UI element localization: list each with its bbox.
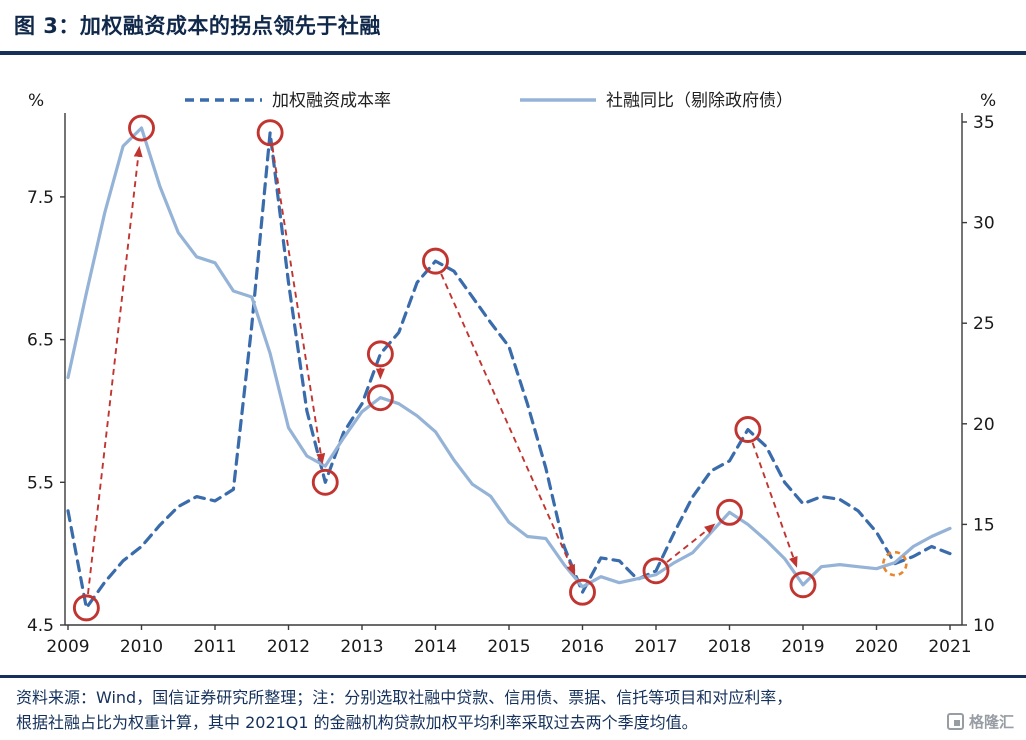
left-axis-tick-label: 5.5 bbox=[27, 473, 54, 493]
lead-arrow bbox=[666, 523, 716, 563]
right-axis-tick-label: 15 bbox=[973, 515, 995, 535]
x-axis-tick-label: 2020 bbox=[855, 637, 898, 657]
x-axis-tick-label: 2015 bbox=[487, 637, 530, 657]
right-axis-tick-label: 10 bbox=[973, 616, 995, 636]
turning-point-marker bbox=[366, 384, 394, 412]
lead-arrow bbox=[440, 273, 576, 576]
x-axis-tick-label: 2016 bbox=[561, 637, 604, 657]
social-financing-line bbox=[66, 126, 952, 589]
x-axis-tick-label: 2009 bbox=[46, 637, 89, 657]
turning-point-marker bbox=[366, 340, 394, 368]
legend-label-cost: 加权融资成本率 bbox=[272, 91, 391, 111]
turning-point-marker bbox=[72, 594, 100, 622]
turning-point-marker bbox=[128, 114, 155, 142]
turning-point-marker bbox=[422, 247, 449, 275]
turning-point-marker bbox=[716, 498, 743, 526]
figure-footer: 资料来源：Wind，国信证券研究所整理；注：分别选取社融中贷款、信用债、票据、信… bbox=[0, 675, 1026, 740]
lead-arrow bbox=[271, 146, 326, 465]
figure-header: 图 3：加权融资成本的拐点领先于社融 bbox=[0, 0, 1026, 55]
gelonghui-logo: 格隆汇 bbox=[946, 711, 1014, 732]
x-axis-tick-label: 2017 bbox=[634, 637, 677, 657]
right-axis-tick-label: 20 bbox=[973, 415, 995, 435]
turning-point-marker bbox=[789, 571, 817, 599]
x-axis-tick-label: 2019 bbox=[781, 637, 824, 657]
chart-area: % % 加权融资成本率 社融同比（剔除政府债） 4.5 5.5 6.5 7.5 10 15… bbox=[0, 55, 1026, 675]
x-axis-tick-label: 2010 bbox=[120, 637, 163, 657]
left-axis-tick-label: 7.5 bbox=[27, 188, 54, 208]
right-axis-unit: % bbox=[980, 91, 996, 111]
left-axis-unit: % bbox=[28, 91, 44, 111]
gelonghui-icon bbox=[946, 713, 964, 730]
turning-point-marker bbox=[642, 557, 670, 585]
right-axis-tick-label: 30 bbox=[973, 214, 995, 234]
plot-generated: 4.5 5.5 6.5 7.5 10 15 20 25 30 35 2009 2010 2011 2012… bbox=[27, 113, 995, 657]
right-axis-tick-label: 35 bbox=[973, 113, 995, 133]
turning-point-marker bbox=[311, 468, 339, 496]
lead-arrow bbox=[751, 442, 798, 568]
right-axis-tick-label: 25 bbox=[973, 314, 995, 334]
source-note-line-1: 资料来源：Wind，国信证券研究所整理；注：分别选取社融中贷款、信用债、票据、信… bbox=[16, 688, 793, 707]
x-axis-tick-label: 2014 bbox=[414, 637, 457, 657]
cost-rate-line bbox=[66, 131, 952, 610]
left-axis-tick-label: 6.5 bbox=[27, 331, 54, 351]
turning-point-marker bbox=[569, 578, 596, 606]
lead-arrow bbox=[87, 145, 143, 595]
x-axis-tick-label: 2011 bbox=[193, 637, 236, 657]
chart: % % 加权融资成本率 社融同比（剔除政府债） 4.5 5.5 6.5 7.5 10 15… bbox=[27, 91, 996, 657]
gelonghui-logo-text: 格隆汇 bbox=[968, 713, 1014, 731]
source-note-line-2: 根据社融占比为权重计算，其中 2021Q1 的金融机构贷款加权平均利率采取过去两… bbox=[16, 712, 698, 732]
turning-point-marker bbox=[734, 416, 762, 443]
turning-point-marker bbox=[256, 119, 284, 147]
x-axis-tick-label: 2012 bbox=[267, 637, 310, 657]
figure-title: 图 3：加权融资成本的拐点领先于社融 bbox=[14, 14, 381, 38]
legend-label-social-financing: 社融同比（剔除政府债） bbox=[606, 91, 793, 111]
left-axis-tick-label: 4.5 bbox=[27, 616, 54, 636]
x-axis-tick-label: 2013 bbox=[340, 637, 383, 657]
x-axis-tick-label: 2018 bbox=[708, 637, 751, 657]
x-axis-tick-label: 2021 bbox=[928, 637, 971, 657]
